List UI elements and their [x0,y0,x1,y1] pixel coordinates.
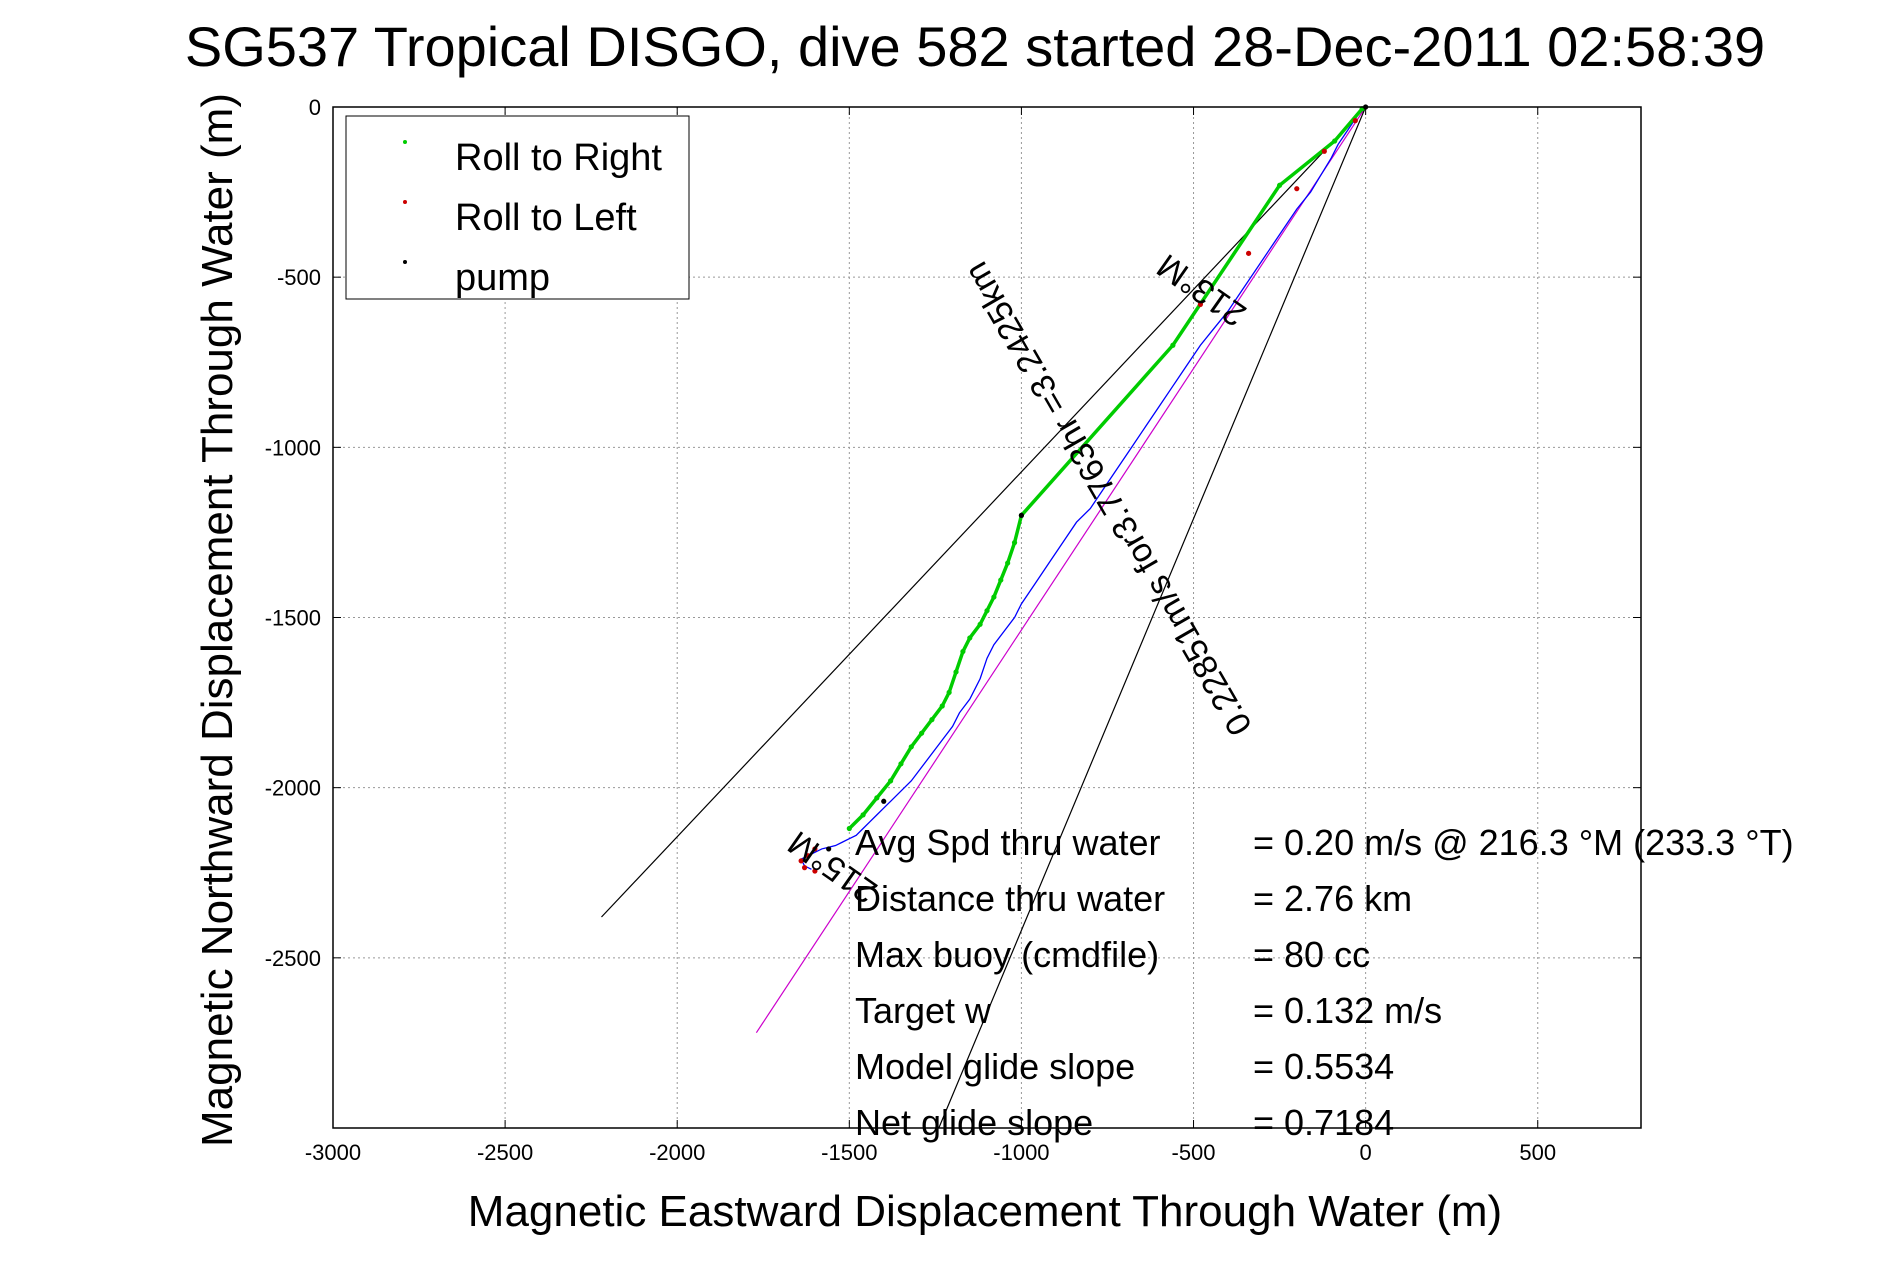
y-tick-label: -2500 [265,946,321,971]
reference-lines [601,106,1367,1129]
x-tick-label: 0 [1360,1140,1372,1165]
data-point-roll-to-left [801,865,808,871]
x-tick-label: -2500 [477,1140,533,1165]
legend-marker-2 [403,200,407,204]
series-layer [798,104,1369,874]
data-point-roll-to-right [1170,342,1176,348]
data-point-roll-to-right [1332,138,1338,144]
data-point-roll-to-right [946,689,952,695]
data-point-roll-to-right [1276,182,1283,188]
data-point-roll-to-right [908,744,914,750]
data-point-roll-to-right [984,608,990,614]
x-tick-label: 500 [1519,1140,1556,1165]
data-point-roll-to-left [1321,148,1327,154]
data-point-roll-to-left [1352,118,1358,124]
data-point-roll-to-right [960,648,966,655]
data-point-roll-to-right [929,717,935,723]
legend-marker-1 [403,140,407,144]
x-tick-label: -1500 [821,1140,877,1165]
reference-line-3 [938,106,1367,1129]
x-tick-label: -1000 [993,1140,1049,1165]
data-point-roll-to-left [812,868,818,874]
data-point-pump [881,798,887,804]
data-point-roll-to-right [898,761,904,767]
legend-label-1: Roll to Right [455,137,662,179]
data-point-roll-to-left [805,853,811,859]
stat-label-4: Target w [855,990,992,1031]
data-point-roll-to-right [991,594,997,600]
stat-label-2: Distance thru water [855,878,1165,919]
stat-label-6: Net glide slope [855,1102,1093,1143]
y-tick-label: 0 [309,95,321,120]
legend-box [345,115,690,300]
x-ticks: -3000 -2500 -2000 -1500 -1000 -500 0 500 [305,107,1556,1165]
data-point-roll-to-right [953,669,959,675]
data-point-roll-to-left [812,846,818,852]
stat-label-5: Model glide slope [855,1046,1135,1087]
y-tick-label: -1000 [265,435,321,460]
reference-line-1 [755,106,1367,1034]
data-point-roll-to-right [967,635,973,641]
legend-entries: Roll to Right Roll to Left pump [403,137,662,299]
data-point-roll-to-left [798,858,804,864]
data-point-roll-to-left [1294,186,1300,192]
stat-value-1: = 0.20 m/s @ 216.3 °M (233.3 °T) [1253,822,1794,863]
stat-value-6: = 0.7184 [1253,1102,1394,1143]
data-point-roll-to-right [977,621,983,627]
y-tick-label: -2000 [265,776,321,801]
data-point-roll-to-right [919,730,925,736]
legend-label-3: pump [455,257,550,299]
data-point-pump [826,846,832,852]
stat-value-4: = 0.132 m/s [1253,990,1442,1031]
y-tick-label: -500 [277,265,321,290]
x-tick-label: -3000 [305,1140,361,1165]
x-tick-label: -2000 [649,1140,705,1165]
stat-value-2: = 2.76 km [1253,878,1412,919]
data-point-roll-to-right [860,812,866,818]
y-tick-label: -1500 [265,606,321,631]
series-line-roll-to-right [848,107,1364,830]
stat-label-1: Avg Spd thru water [855,822,1161,863]
stat-value-3: = 80 cc [1253,934,1370,975]
stat-label-3: Max buoy (cmdfile) [855,934,1159,975]
y-ticks: 0 -500 -1000 -1500 -2000 -2500 [265,95,1641,971]
series-line-track [800,106,1367,870]
reference-line-2 [601,106,1367,918]
data-point-roll-to-right [846,825,852,832]
legend-label-2: Roll to Left [455,197,637,239]
data-point-roll-to-right [1005,560,1011,566]
data-point-roll-to-right [874,795,880,801]
data-point-roll-to-right [888,778,894,784]
data-point-roll-to-right [998,577,1004,583]
stat-value-5: = 0.5534 [1253,1046,1394,1087]
legend-marker-3 [403,260,407,264]
data-point-roll-to-right [1011,540,1018,546]
grid [332,106,1641,1128]
data-point-pump [1018,512,1025,519]
x-axis-label: Magnetic Eastward Displacement Through W… [468,1187,1502,1236]
data-point-roll-to-left [1246,250,1252,256]
data-point-roll-to-right [939,703,945,709]
legend: Roll to Right Roll to Left pump [345,115,690,300]
y-axis-label: Magnetic Northward Displacement Through … [193,93,242,1147]
stats-block: Avg Spd thru water = 0.20 m/s @ 216.3 °M … [855,822,1794,1143]
chart-title: SG537 Tropical DISGO, dive 582 started 2… [185,15,1765,78]
x-tick-label: -500 [1172,1140,1216,1165]
data-point-roll-to-left [1197,301,1204,307]
